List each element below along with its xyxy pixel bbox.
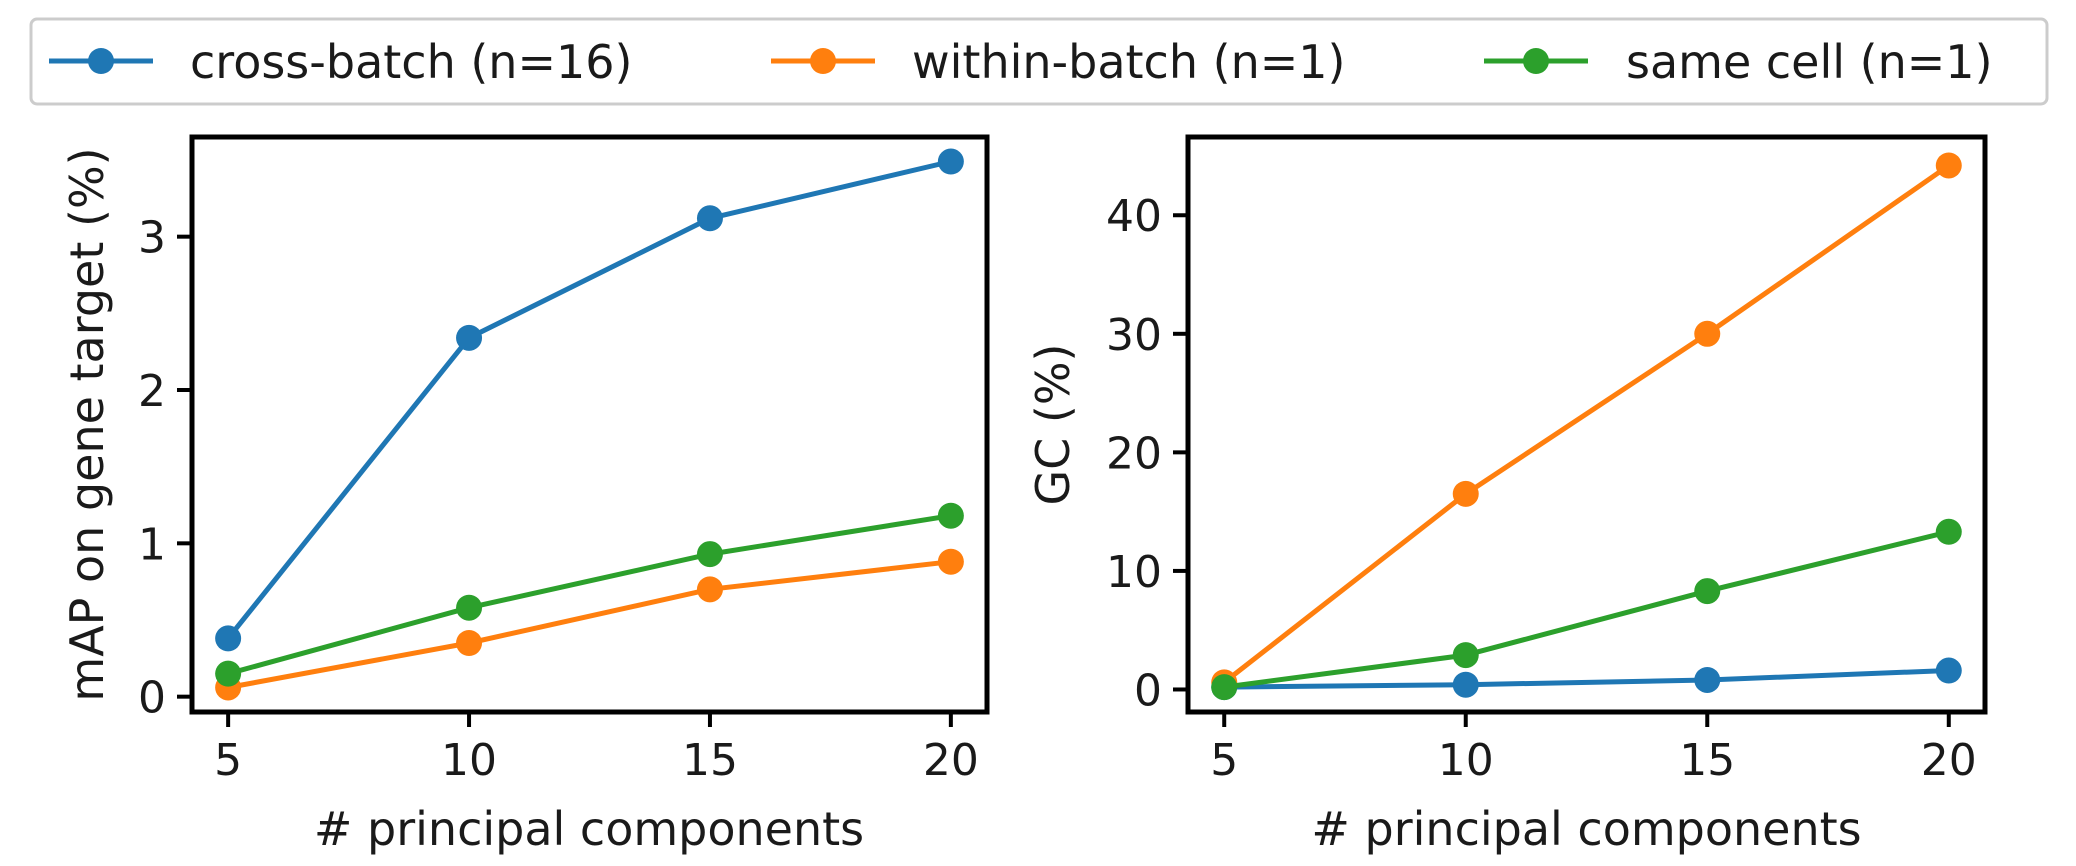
chart-map-x-tick-label-20: 20 — [923, 735, 979, 786]
legend-frame — [29, 17, 2049, 106]
chart-gc-frame — [1185, 134, 1988, 715]
chart-gc-y-tick-label-10: 10 — [1106, 547, 1162, 598]
chart-gc-point-cross-batch-10 — [1452, 671, 1479, 698]
chart-map-x-tick-label-15: 15 — [682, 735, 738, 786]
chart-gc-x-tick-label-10: 10 — [1438, 735, 1494, 786]
chart-gc-point-cross-batch-15 — [1694, 666, 1721, 693]
chart-map-series-line-same-cell — [227, 513, 952, 677]
chart-gc-y-axis-label: GC (%) — [1026, 344, 1080, 506]
chart-map-point-same-cell-15 — [696, 541, 723, 568]
chart-gc-y-tick-label-40: 40 — [1106, 191, 1162, 242]
chart-gc-x-tick-label-5: 5 — [1210, 735, 1238, 786]
chart-gc-series-line-same-cell — [1223, 529, 1950, 690]
chart-gc-x-axis-label: # principal components — [1311, 802, 1861, 856]
chart-map-y-tick-label-1: 1 — [138, 519, 166, 570]
chart-map-frame — [189, 134, 990, 715]
legend-entry-same-cell: same cell (n=1) — [1484, 35, 1993, 89]
legend-entry-cross-batch: cross-batch (n=16) — [49, 35, 632, 89]
chart-map-y-axis-label: mAP on gene target (%) — [60, 147, 114, 701]
legend-entry-within-batch: within-batch (n=1) — [771, 35, 1345, 89]
chart-gc-y-tick-label-30: 30 — [1106, 310, 1162, 361]
chart-gc-point-same-cell-10 — [1452, 642, 1479, 669]
chart-gc-point-within-batch-10 — [1452, 480, 1479, 507]
chart-gc-series-line-within-batch — [1222, 163, 1951, 685]
chart-map-series-line-within-batch — [227, 559, 952, 690]
chart-map-point-same-cell-10 — [456, 594, 483, 621]
chart-map-point-within-batch-10 — [456, 630, 483, 656]
chart-gc-point-within-batch-15 — [1694, 320, 1721, 347]
chart-map-gene-target: 5 10 15 20 0 1 2 3 # principal components mAP o… — [60, 134, 990, 856]
chart-gc-y-tick-label-20: 20 — [1106, 428, 1162, 479]
chart-map-point-cross-batch-15 — [696, 205, 723, 232]
chart-gc-point-cross-batch-20 — [1935, 657, 1962, 684]
chart-map-x-axis-label: # principal components — [314, 802, 864, 856]
chart-gc-point-within-batch-20 — [1935, 152, 1962, 179]
chart-gc-x-tick-label-20: 20 — [1921, 735, 1977, 786]
legend-marker-cross-batch — [88, 48, 114, 74]
legend: cross-batch (n=16) within-batch (n=1) sa… — [29, 17, 2049, 106]
chart-map-series-line-cross-batch — [226, 159, 952, 640]
chart-gc-point-same-cell-20 — [1935, 518, 1962, 545]
chart-gc-x-tick-label-15: 15 — [1679, 735, 1735, 786]
chart-gc-plot-area: 5 10 15 20 0 10 20 30 40 — [1106, 152, 1977, 786]
chart-gc-point-same-cell-15 — [1694, 578, 1721, 605]
chart-gc-series-line-cross-batch — [1224, 668, 1949, 690]
legend-label-cross-batch: cross-batch (n=16) — [190, 35, 632, 89]
chart-map-y-tick-label-3: 3 — [138, 213, 166, 264]
chart-map-x-tick-label-5: 5 — [214, 735, 242, 786]
chart-gc-y-tick-label-0: 0 — [1134, 665, 1162, 716]
chart-map-point-within-batch-20 — [937, 548, 964, 575]
chart-map-point-same-cell-5 — [215, 660, 242, 687]
legend-label-within-batch: within-batch (n=1) — [912, 35, 1345, 89]
chart-map-point-within-batch-15 — [696, 576, 723, 603]
legend-marker-same-cell — [1523, 48, 1549, 74]
chart-map-point-cross-batch-5 — [215, 625, 242, 652]
chart-map-point-same-cell-20 — [937, 502, 964, 529]
chart-map-y-tick-label-2: 2 — [138, 366, 166, 417]
chart-map-x-tick-label-10: 10 — [441, 735, 497, 786]
chart-map-point-cross-batch-20 — [937, 148, 964, 175]
chart-map-y-tick-label-0: 0 — [138, 673, 166, 724]
legend-label-same-cell: same cell (n=1) — [1626, 35, 1993, 89]
legend-marker-within-batch — [810, 48, 836, 74]
chart-map-plot-area: 5 10 15 20 0 1 2 3 — [138, 148, 979, 786]
chart-gc-point-same-cell-5 — [1211, 674, 1238, 701]
chart-map-point-cross-batch-10 — [456, 324, 483, 351]
